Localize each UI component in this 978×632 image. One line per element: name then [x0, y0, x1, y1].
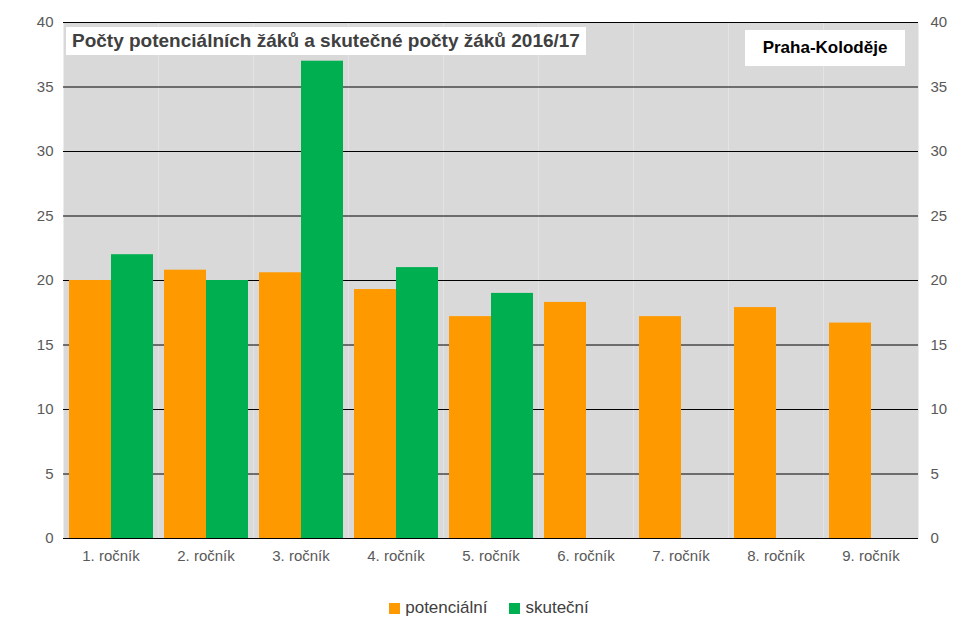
svg-text:2. ročník: 2. ročník — [177, 547, 235, 564]
svg-text:30: 30 — [37, 142, 54, 159]
svg-text:9. ročník: 9. ročník — [842, 547, 900, 564]
svg-text:3. ročník: 3. ročník — [272, 547, 330, 564]
svg-text:25: 25 — [931, 207, 948, 224]
html-text:skuteční: skuteční — [525, 598, 589, 617]
svg-text:20: 20 — [37, 271, 54, 288]
svg-text:5: 5 — [45, 465, 53, 482]
svg-text:10: 10 — [37, 400, 54, 417]
svg-text:7. ročník: 7. ročník — [652, 547, 710, 564]
svg-text:30: 30 — [931, 142, 948, 159]
svg-text:0: 0 — [931, 529, 939, 546]
html-text:potenciální: potenciální — [405, 598, 488, 617]
html-text:Počty potenciálních žáků a sku: Počty potenciálních žáků a skutečné počt… — [72, 30, 580, 51]
svg-text:15: 15 — [37, 336, 54, 353]
svg-text:40: 40 — [931, 13, 948, 30]
html-text:Praha-Koloděje: Praha-Koloděje — [762, 38, 888, 57]
svg-text:15: 15 — [931, 336, 948, 353]
svg-text:35: 35 — [37, 78, 54, 95]
svg-text:6. ročník: 6. ročník — [557, 547, 615, 564]
svg-text:40: 40 — [37, 13, 54, 30]
svg-text:1. ročník: 1. ročník — [82, 547, 140, 564]
svg-text:5. ročník: 5. ročník — [462, 547, 520, 564]
svg-text:8. ročník: 8. ročník — [747, 547, 805, 564]
svg-text:25: 25 — [37, 207, 54, 224]
svg-text:35: 35 — [931, 78, 948, 95]
svg-text:0: 0 — [45, 529, 53, 546]
svg-text:5: 5 — [931, 465, 939, 482]
svg-text:4. ročník: 4. ročník — [367, 547, 425, 564]
svg-text:20: 20 — [931, 271, 948, 288]
svg-text:10: 10 — [931, 400, 948, 417]
